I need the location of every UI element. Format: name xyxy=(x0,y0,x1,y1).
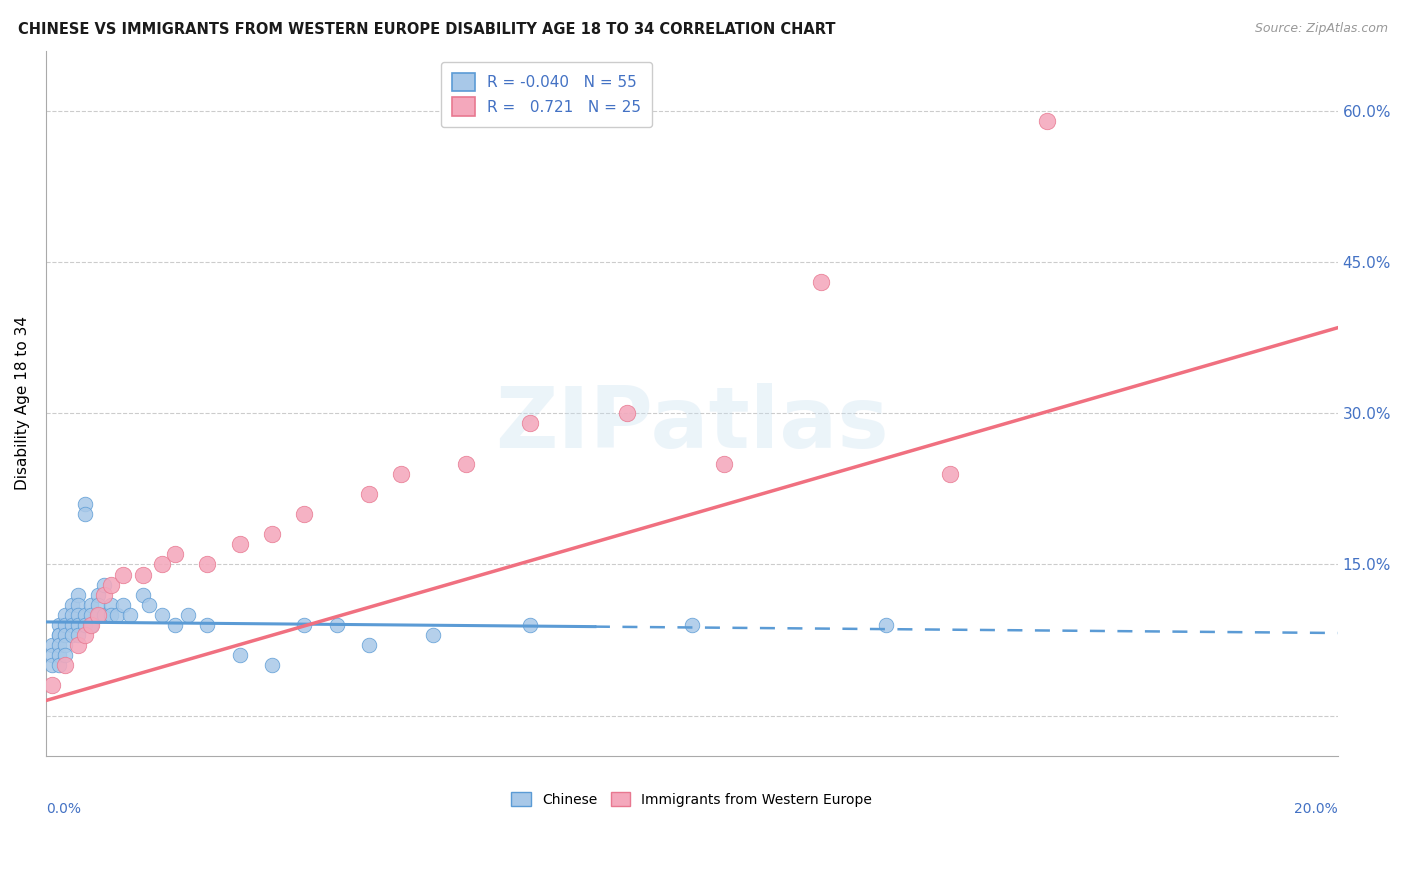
Y-axis label: Disability Age 18 to 34: Disability Age 18 to 34 xyxy=(15,317,30,491)
Point xyxy=(810,276,832,290)
Text: CHINESE VS IMMIGRANTS FROM WESTERN EUROPE DISABILITY AGE 18 TO 34 CORRELATION CH: CHINESE VS IMMIGRANTS FROM WESTERN EUROP… xyxy=(18,22,835,37)
Point xyxy=(150,607,173,622)
Point xyxy=(454,457,477,471)
Point xyxy=(60,618,83,632)
Point xyxy=(41,678,63,692)
Point xyxy=(86,607,108,622)
Point xyxy=(100,607,122,622)
Point xyxy=(228,537,250,551)
Point xyxy=(73,628,96,642)
Point xyxy=(53,607,76,622)
Point xyxy=(41,658,63,673)
Point xyxy=(132,567,155,582)
Point xyxy=(67,628,90,642)
Point xyxy=(260,527,283,541)
Point xyxy=(93,588,115,602)
Point xyxy=(53,628,76,642)
Point xyxy=(422,628,444,642)
Point xyxy=(80,598,103,612)
Point xyxy=(80,607,103,622)
Point xyxy=(681,618,703,632)
Point xyxy=(41,638,63,652)
Point xyxy=(53,638,76,652)
Point xyxy=(48,658,70,673)
Point xyxy=(138,598,160,612)
Point xyxy=(100,598,122,612)
Point xyxy=(389,467,412,481)
Text: Source: ZipAtlas.com: Source: ZipAtlas.com xyxy=(1254,22,1388,36)
Point xyxy=(177,607,200,622)
Text: ZIPatlas: ZIPatlas xyxy=(495,383,889,466)
Point xyxy=(67,638,90,652)
Point xyxy=(67,588,90,602)
Point xyxy=(80,618,103,632)
Point xyxy=(260,658,283,673)
Point xyxy=(67,607,90,622)
Point xyxy=(67,618,90,632)
Point xyxy=(100,577,122,591)
Point xyxy=(197,558,219,572)
Point xyxy=(48,628,70,642)
Point xyxy=(713,457,735,471)
Point xyxy=(357,487,380,501)
Point xyxy=(292,618,315,632)
Point xyxy=(60,607,83,622)
Point xyxy=(165,548,187,562)
Point xyxy=(53,648,76,662)
Point xyxy=(48,638,70,652)
Point xyxy=(357,638,380,652)
Point xyxy=(73,607,96,622)
Point xyxy=(93,607,115,622)
Point xyxy=(325,618,347,632)
Text: 20.0%: 20.0% xyxy=(1294,802,1337,816)
Point xyxy=(48,618,70,632)
Legend: Chinese, Immigrants from Western Europe: Chinese, Immigrants from Western Europe xyxy=(506,787,877,813)
Point xyxy=(60,628,83,642)
Point xyxy=(93,577,115,591)
Point xyxy=(165,618,187,632)
Text: 0.0%: 0.0% xyxy=(46,802,82,816)
Point xyxy=(41,648,63,662)
Point xyxy=(519,417,541,431)
Point xyxy=(48,648,70,662)
Point xyxy=(112,598,135,612)
Point xyxy=(73,507,96,521)
Point xyxy=(112,567,135,582)
Point xyxy=(118,607,141,622)
Point xyxy=(132,588,155,602)
Point xyxy=(73,497,96,511)
Point xyxy=(86,607,108,622)
Point xyxy=(53,658,76,673)
Point xyxy=(105,607,128,622)
Point xyxy=(292,507,315,521)
Point xyxy=(150,558,173,572)
Point xyxy=(875,618,897,632)
Point xyxy=(60,598,83,612)
Point xyxy=(228,648,250,662)
Point xyxy=(80,618,103,632)
Point xyxy=(73,618,96,632)
Point xyxy=(67,598,90,612)
Point xyxy=(197,618,219,632)
Point xyxy=(939,467,962,481)
Point xyxy=(616,406,638,420)
Point xyxy=(53,618,76,632)
Point xyxy=(86,588,108,602)
Point xyxy=(48,628,70,642)
Point xyxy=(86,598,108,612)
Point xyxy=(1036,114,1059,128)
Point xyxy=(519,618,541,632)
